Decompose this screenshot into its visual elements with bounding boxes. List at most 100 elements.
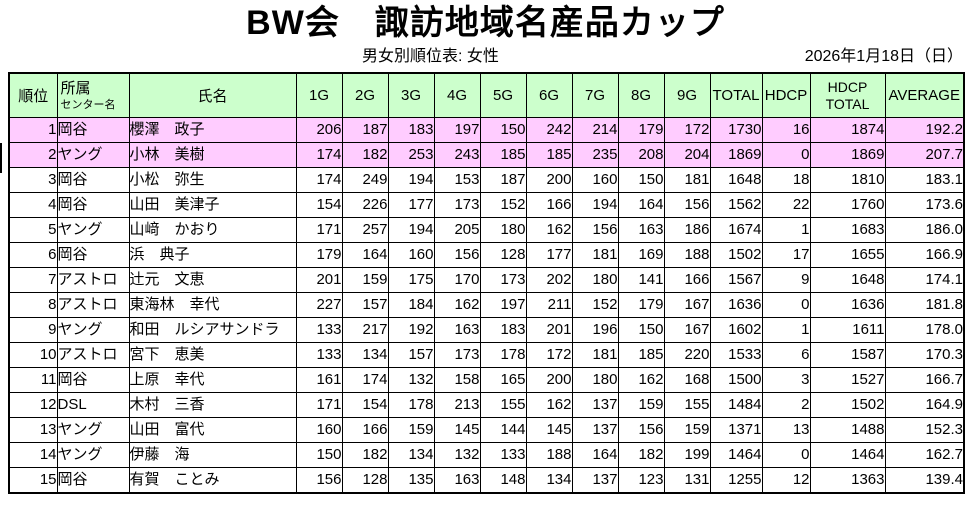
game-cell-3: 177 (387, 192, 435, 218)
game-cell-5: 183 (479, 317, 527, 343)
game-cell-1: 179 (295, 242, 343, 268)
game-cell-1: 154 (295, 192, 343, 218)
hdcp-total-header: HDCP TOTAL (809, 72, 886, 118)
rank-cell: 14 (8, 442, 58, 468)
name-cell: 和田 ルシアサンドラ (128, 317, 297, 343)
game-cell-1: 227 (295, 292, 343, 318)
game-cell-3: 178 (387, 392, 435, 418)
game-cell-8: 179 (617, 117, 665, 143)
game-cell-1: 150 (295, 442, 343, 468)
game-cell-7: 214 (571, 117, 619, 143)
game-cell-4: 156 (433, 242, 481, 268)
game-cell-1: 133 (295, 342, 343, 368)
total-cell: 1502 (709, 242, 763, 268)
game-cell-4: 163 (433, 467, 481, 494)
game-cell-6: 185 (525, 142, 573, 168)
rank-cell: 15 (8, 467, 58, 494)
game-cell-4: 162 (433, 292, 481, 318)
average-cell: 164.9 (884, 392, 965, 418)
game-cell-8: 159 (617, 392, 665, 418)
game-cell-9: 172 (663, 117, 711, 143)
hdcp-cell: 13 (761, 417, 811, 443)
game-cell-9: 159 (663, 417, 711, 443)
game-cell-7: 181 (571, 342, 619, 368)
center-cell: 岡谷 (56, 192, 130, 218)
game-cell-4: 173 (433, 342, 481, 368)
average-cell: 173.6 (884, 192, 965, 218)
table-row: 10 アストロ 宮下 恵美 133 134 157 173 178 172 181 185 220 15… (8, 342, 965, 368)
average-cell: 178.0 (884, 317, 965, 343)
game-cell-5: 128 (479, 242, 527, 268)
rank-cell: 8 (8, 292, 58, 318)
game-cell-3: 183 (387, 117, 435, 143)
table-row: 5 ヤング 山﨑 かおり 171 257 194 205 180 162 156 163 186 167… (8, 217, 965, 243)
game-header-6: 6G (525, 72, 573, 118)
game-cell-7: 196 (571, 317, 619, 343)
game-cell-8: 141 (617, 267, 665, 293)
page-title: BW会 諏訪地域名産品カップ (246, 4, 725, 42)
game-cell-3: 184 (387, 292, 435, 318)
center-cell: アストロ (56, 342, 130, 368)
hdcp-cell: 3 (761, 367, 811, 393)
name-cell: 有賀 ことみ (128, 467, 297, 494)
event-date: 2026年1月18日（日） (804, 48, 963, 65)
name-cell: 山田 富代 (128, 417, 297, 443)
name-cell: 辻元 文恵 (128, 267, 297, 293)
average-cell: 181.8 (884, 292, 965, 318)
game-cell-2: 164 (341, 242, 389, 268)
game-cell-6: 242 (525, 117, 573, 143)
game-cell-8: 179 (617, 292, 665, 318)
game-cell-5: 148 (479, 467, 527, 494)
game-cell-3: 175 (387, 267, 435, 293)
game-cell-9: 167 (663, 317, 711, 343)
hdcp-total-header-line1: HDCP (827, 78, 868, 95)
game-cell-6: 172 (525, 342, 573, 368)
game-cell-9: 199 (663, 442, 711, 468)
center-cell: ヤング (56, 317, 130, 343)
game-cell-9: 181 (663, 167, 711, 193)
center-cell: 岡谷 (56, 242, 130, 268)
average-cell: 207.7 (884, 142, 965, 168)
game-cell-7: 194 (571, 192, 619, 218)
game-cell-9: 204 (663, 142, 711, 168)
hdcp-cell: 18 (761, 167, 811, 193)
game-header-7: 7G (571, 72, 619, 118)
hdcp-total-cell: 1527 (809, 367, 886, 393)
game-cell-9: 131 (663, 467, 711, 494)
game-cell-2: 257 (341, 217, 389, 243)
hdcp-total-cell: 1655 (809, 242, 886, 268)
game-cell-2: 134 (341, 342, 389, 368)
rank-cell: 11 (8, 367, 58, 393)
game-cell-9: 155 (663, 392, 711, 418)
center-header: 所属 センター名 (56, 72, 130, 118)
game-cell-1: 171 (295, 392, 343, 418)
name-cell: 浜 典子 (128, 242, 297, 268)
hdcp-cell: 9 (761, 267, 811, 293)
game-cell-4: 213 (433, 392, 481, 418)
game-cell-5: 155 (479, 392, 527, 418)
total-cell: 1484 (709, 392, 763, 418)
hdcp-cell: 1 (761, 317, 811, 343)
game-cell-7: 180 (571, 367, 619, 393)
name-header: 氏名 (128, 72, 297, 118)
game-cell-5: 180 (479, 217, 527, 243)
table-row: 6 岡谷浜 典子 179 164 160 156 128 177 181 169 188 1502 17… (8, 242, 965, 268)
game-cell-7: 180 (571, 267, 619, 293)
game-header-2: 2G (341, 72, 389, 118)
game-cell-1: 171 (295, 217, 343, 243)
game-cell-3: 132 (387, 367, 435, 393)
hdcp-total-header-line2: TOTAL (825, 95, 870, 112)
hdcp-total-cell: 1810 (809, 167, 886, 193)
total-cell: 1636 (709, 292, 763, 318)
name-cell: 伊藤 海 (128, 442, 297, 468)
game-cell-5: 187 (479, 167, 527, 193)
game-cell-8: 163 (617, 217, 665, 243)
game-cell-4: 170 (433, 267, 481, 293)
name-cell: 木村 三香 (128, 392, 297, 418)
total-cell: 1533 (709, 342, 763, 368)
game-cell-9: 168 (663, 367, 711, 393)
hdcp-total-cell: 1363 (809, 467, 886, 494)
game-cell-2: 217 (341, 317, 389, 343)
center-header-line2: センター名 (60, 98, 116, 111)
game-cell-2: 166 (341, 417, 389, 443)
